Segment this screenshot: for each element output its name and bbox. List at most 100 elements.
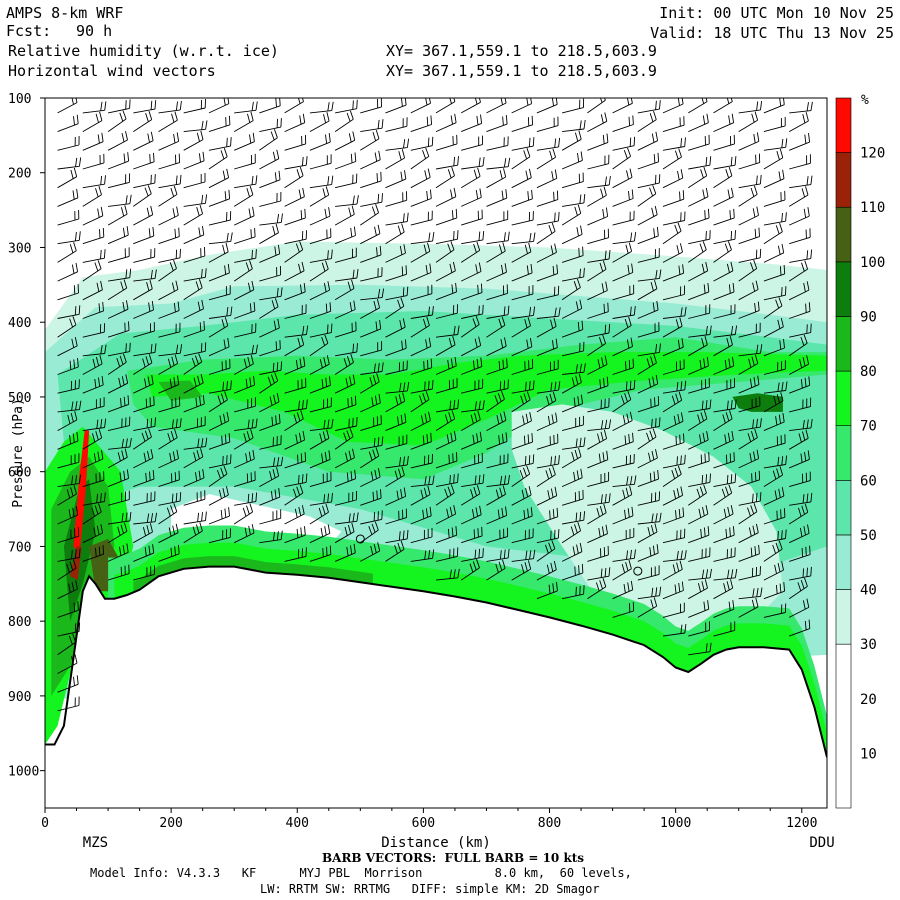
barb-flag [552, 340, 555, 350]
barb-flag [100, 345, 103, 355]
barb-flag [727, 506, 731, 516]
wind-barb [637, 354, 657, 375]
barb-flag [756, 587, 759, 597]
barb-flag [550, 382, 553, 392]
barb-flag [749, 262, 754, 271]
forecast-hour: 90 h [76, 22, 113, 40]
y-tick-label: 900 [8, 690, 31, 705]
wind-barb [284, 431, 306, 450]
barb-flag [756, 206, 759, 216]
barb-flag [478, 336, 482, 346]
barb-flag [525, 413, 529, 423]
barb-flag [402, 318, 406, 328]
barb-flag [652, 302, 655, 312]
barb-flag [170, 430, 175, 440]
wind-barb [637, 597, 658, 618]
wind-barb [662, 243, 683, 263]
wind-barb [637, 100, 661, 114]
barb-flag [251, 249, 253, 260]
barb-flag [721, 488, 726, 498]
wind-barb [662, 412, 684, 432]
barb-flag [294, 508, 298, 518]
barb-staff [763, 199, 786, 207]
wind-barb [562, 511, 586, 525]
barb-flag [145, 356, 150, 366]
wind-barb [234, 375, 256, 394]
barb-flag [697, 414, 701, 424]
barb-flag [525, 381, 527, 391]
wind-barb [688, 282, 710, 301]
barb-flag [455, 208, 458, 218]
barb-flag [654, 279, 658, 289]
barb-flag [251, 345, 254, 355]
barb-flag [373, 512, 376, 522]
wind-barb [789, 207, 810, 226]
barb-flag [153, 396, 155, 406]
barb-flag [91, 433, 96, 443]
barb-flag [271, 300, 276, 310]
barb-flag [696, 488, 701, 498]
wind-barb [309, 260, 329, 282]
wind-barb [788, 577, 808, 600]
wind-barb [763, 138, 788, 151]
barb-flag [550, 456, 553, 466]
wind-barb [410, 115, 433, 133]
barb-flag [604, 112, 608, 122]
barb-flag [179, 492, 182, 502]
barb-flag [778, 414, 781, 424]
colorbar-swatch [835, 261, 852, 317]
wind-barb [461, 114, 483, 133]
barb-flag [373, 363, 376, 373]
barb-staff [587, 216, 608, 226]
barb-flag [179, 344, 183, 354]
barb-flag [810, 101, 813, 111]
barb-flag [453, 187, 457, 197]
wind-barb [183, 246, 206, 263]
barb-flag [505, 506, 508, 516]
barb-staff [183, 139, 204, 151]
wind-barb [662, 602, 685, 618]
barb-flag [68, 635, 73, 645]
barb-staff [360, 180, 382, 189]
wind-barb [334, 300, 356, 319]
barb-staff [435, 175, 455, 189]
barb-flag [167, 358, 172, 368]
barb-flag [533, 306, 536, 316]
barb-flag [176, 132, 180, 142]
barb-flag [583, 193, 586, 203]
wind-barb [688, 579, 708, 600]
wind-barb [284, 187, 305, 207]
barb-flag [572, 546, 576, 556]
barb-flag [267, 376, 272, 386]
wind-barb [284, 473, 308, 488]
barb-staff [536, 156, 556, 170]
barb-flag [449, 263, 453, 273]
barb-flag [505, 189, 508, 199]
wind-barb [688, 526, 710, 544]
wind-barb [107, 469, 129, 488]
wind-barb [435, 230, 459, 245]
barb-flag [502, 559, 506, 569]
barb-flag [348, 207, 352, 217]
wind-barb [410, 453, 433, 469]
barb-flag [673, 490, 677, 499]
wind-barb [738, 206, 759, 226]
barb-flag [98, 185, 102, 195]
barb-flag [774, 564, 777, 574]
barb-flag [351, 279, 355, 289]
barb-flag [648, 452, 651, 462]
barb-flag [146, 525, 150, 535]
wind-barb [158, 100, 182, 114]
wind-barb [612, 549, 636, 562]
barb-flag [580, 151, 583, 161]
barb-flag [405, 265, 407, 275]
barb-flag [728, 166, 733, 176]
wind-barb [410, 528, 433, 544]
barb-flag [377, 542, 381, 552]
wind-barb [107, 416, 131, 432]
barb-flag [93, 453, 97, 463]
barb-flag [457, 230, 459, 240]
barb-flag [598, 337, 603, 346]
barb-flag [178, 227, 180, 237]
barb-flag [583, 585, 585, 595]
